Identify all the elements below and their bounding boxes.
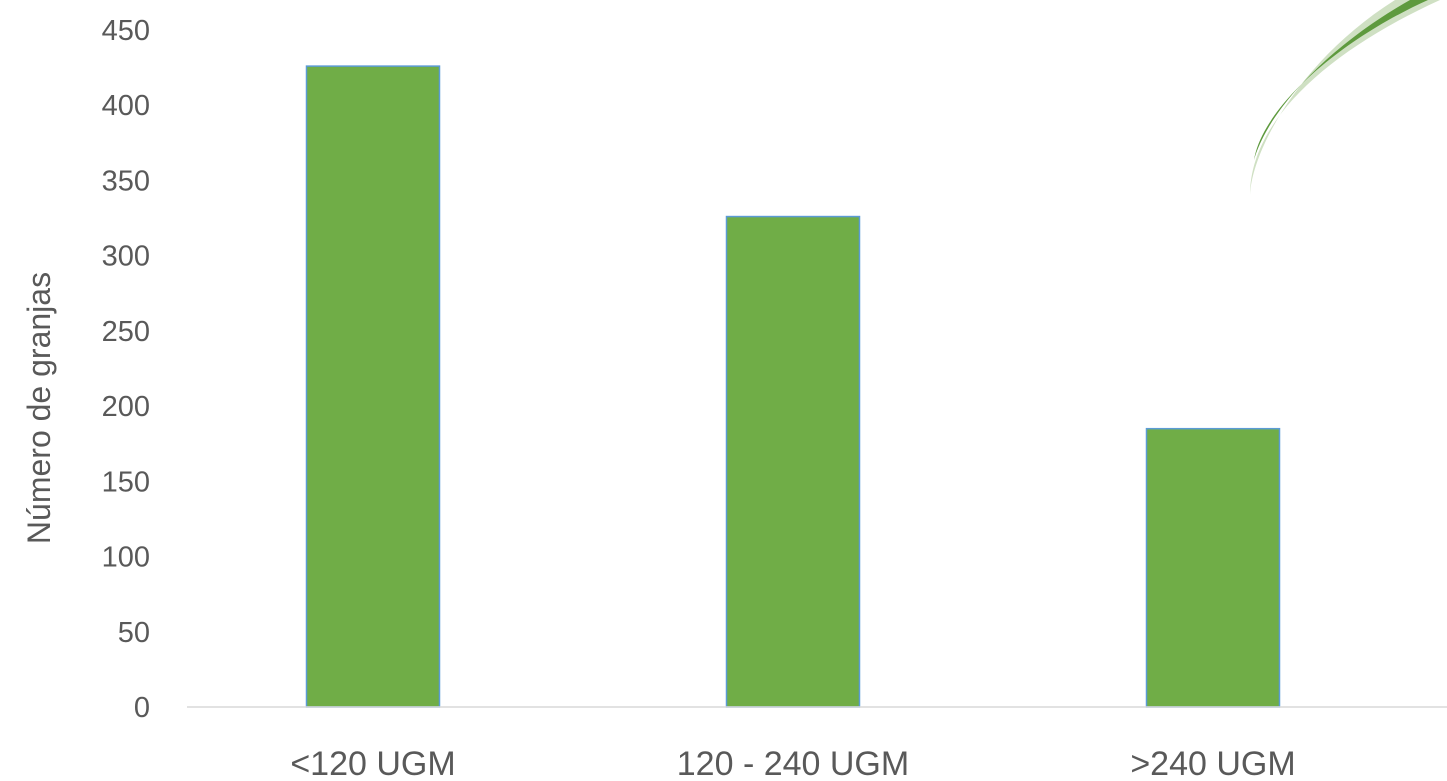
y-tick-label: 200 <box>102 391 150 423</box>
x-category-label: <120 UGM <box>290 745 455 781</box>
y-tick-label: 400 <box>102 90 150 122</box>
y-tick-label: 250 <box>102 316 150 348</box>
bar <box>305 65 441 708</box>
x-category-label: >240 UGM <box>1130 745 1295 781</box>
y-tick-label: 450 <box>102 15 150 47</box>
x-category-label: 120 - 240 UGM <box>677 745 909 781</box>
bars <box>305 65 1281 708</box>
y-tick-label: 100 <box>102 542 150 574</box>
y-axis-title: Número de granjas <box>21 272 57 544</box>
y-tick-label: 350 <box>102 165 150 197</box>
y-tick-label: 50 <box>118 617 150 649</box>
x-axis-labels: <120 UGM 120 - 240 UGM >240 UGM <box>290 745 1295 781</box>
leaf-logo-icon <box>1250 0 1440 195</box>
bar <box>1145 427 1281 708</box>
y-tick-label: 150 <box>102 466 150 498</box>
y-tick-label: 300 <box>102 241 150 273</box>
y-tick-label: 0 <box>134 692 150 724</box>
y-axis-ticks: 0 50 100 150 200 250 300 350 400 450 <box>102 15 150 724</box>
bar <box>725 215 861 708</box>
